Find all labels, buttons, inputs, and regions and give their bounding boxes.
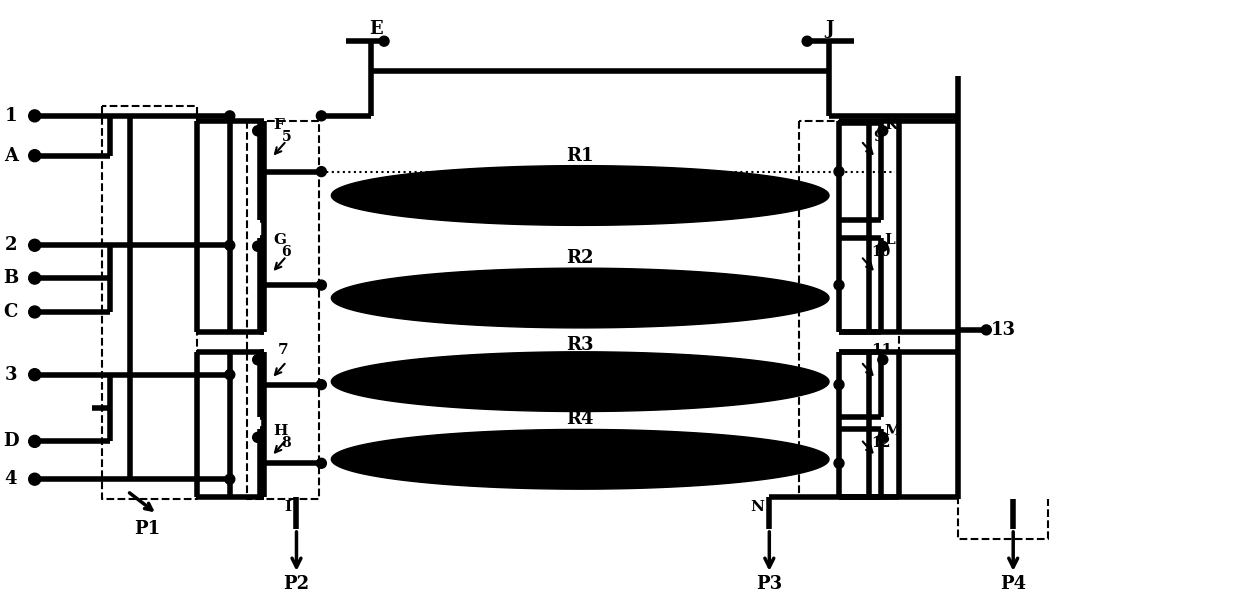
- Circle shape: [835, 167, 844, 177]
- Circle shape: [224, 241, 234, 250]
- Polygon shape: [331, 352, 830, 412]
- Circle shape: [29, 473, 41, 485]
- Circle shape: [316, 379, 326, 390]
- Circle shape: [316, 459, 326, 468]
- Polygon shape: [331, 166, 830, 225]
- Text: A: A: [4, 147, 17, 164]
- Text: R4: R4: [567, 410, 594, 429]
- Circle shape: [253, 241, 263, 252]
- Text: 3: 3: [5, 365, 17, 384]
- Text: G: G: [274, 233, 286, 247]
- Circle shape: [29, 110, 41, 122]
- Text: 1: 1: [5, 107, 17, 125]
- Circle shape: [224, 474, 234, 484]
- Text: 9: 9: [873, 130, 883, 144]
- Text: C: C: [4, 303, 17, 321]
- Text: 5: 5: [281, 130, 291, 144]
- Text: 2: 2: [5, 236, 17, 255]
- Text: P3: P3: [756, 575, 782, 593]
- Text: E: E: [370, 20, 383, 38]
- Text: R1: R1: [567, 147, 594, 164]
- Circle shape: [379, 36, 389, 46]
- Text: M: M: [885, 424, 901, 438]
- Circle shape: [29, 272, 41, 284]
- Text: 8: 8: [281, 437, 291, 451]
- Circle shape: [29, 239, 41, 252]
- Circle shape: [316, 280, 326, 290]
- Circle shape: [29, 368, 41, 381]
- Text: P4: P4: [1001, 575, 1027, 593]
- Text: L: L: [885, 233, 895, 247]
- Text: J: J: [825, 20, 833, 38]
- Circle shape: [802, 36, 812, 46]
- Text: 4: 4: [5, 470, 17, 488]
- Circle shape: [29, 150, 41, 161]
- Circle shape: [878, 432, 888, 442]
- Text: P1: P1: [134, 520, 160, 538]
- Text: 7: 7: [278, 343, 288, 357]
- Circle shape: [224, 111, 234, 121]
- Circle shape: [878, 241, 888, 252]
- Polygon shape: [331, 268, 830, 328]
- Circle shape: [316, 167, 326, 177]
- Text: I: I: [284, 500, 291, 514]
- Text: F: F: [274, 118, 284, 132]
- Text: 12: 12: [870, 437, 890, 451]
- Circle shape: [253, 355, 263, 365]
- Text: D: D: [2, 432, 19, 451]
- Circle shape: [29, 306, 41, 318]
- Text: 6: 6: [281, 245, 291, 259]
- Text: R3: R3: [567, 336, 594, 354]
- Text: K: K: [885, 118, 898, 132]
- Circle shape: [878, 126, 888, 136]
- Circle shape: [878, 355, 888, 365]
- Circle shape: [835, 379, 844, 390]
- Circle shape: [253, 432, 263, 442]
- Circle shape: [224, 370, 234, 379]
- Text: P2: P2: [284, 575, 310, 593]
- Circle shape: [253, 126, 263, 136]
- Text: N: N: [750, 500, 764, 514]
- Text: B: B: [4, 269, 19, 287]
- Circle shape: [981, 325, 991, 335]
- Text: 13: 13: [991, 321, 1016, 339]
- Text: R2: R2: [567, 249, 594, 267]
- Circle shape: [316, 111, 326, 121]
- Text: 10: 10: [870, 245, 890, 259]
- Circle shape: [835, 280, 844, 290]
- Text: 11: 11: [870, 343, 892, 357]
- Polygon shape: [331, 429, 830, 489]
- Circle shape: [29, 435, 41, 448]
- Text: H: H: [274, 424, 288, 438]
- Circle shape: [835, 459, 844, 468]
